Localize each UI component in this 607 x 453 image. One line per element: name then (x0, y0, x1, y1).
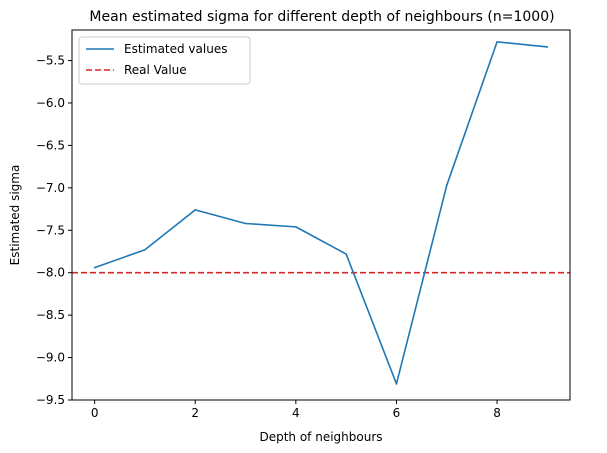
y-tick-label: −8.0 (36, 266, 65, 280)
legend: Estimated values Real Value (78, 36, 251, 85)
legend-box (78, 36, 251, 85)
y-tick-label: −6.5 (36, 138, 65, 152)
data-point (445, 184, 448, 187)
data-point (295, 226, 297, 228)
x-axis-label: Depth of neighbours (259, 430, 382, 444)
chart-title: Mean estimated sigma for different depth… (89, 9, 554, 25)
legend-real-label: Real Value (124, 63, 187, 77)
x-tick-group: 0 2 4 6 8 (91, 400, 501, 420)
y-axis-label: Estimated sigma (8, 165, 22, 266)
y-tick-label: −9.5 (36, 393, 65, 407)
data-point (93, 266, 96, 269)
legend-estimated-label: Estimated values (124, 42, 227, 56)
estimated-values-line (94, 41, 548, 385)
data-point (345, 253, 347, 255)
data-point (144, 248, 146, 251)
data-point (546, 46, 549, 48)
y-tick-label: −6.0 (36, 96, 65, 110)
y-tick-label: −7.5 (36, 223, 65, 237)
data-point (496, 41, 498, 43)
y-tick-label: −8.5 (36, 308, 65, 322)
plot-frame (71, 29, 571, 401)
x-tick-label: 6 (393, 406, 401, 420)
data-point (244, 222, 247, 225)
x-tick-label: 2 (191, 406, 199, 420)
y-tick-group: −9.5 −9.0 −8.5 −8.0 −7.5 −7.0 −6.5 −6.0 −5.5 (36, 54, 72, 407)
plot-area: −9.5 −9.0 −8.5 −8.0 −7.5 −7.0 −6.5 −6.0 −5.5 0 2 4… (36, 29, 571, 420)
data-point (395, 383, 398, 385)
data-points (93, 41, 549, 385)
data-point (194, 209, 197, 211)
y-tick-label: −7.0 (36, 181, 65, 195)
y-tick-label: −9.0 (36, 351, 65, 365)
x-tick-label: 8 (493, 406, 501, 420)
y-tick-label: −5.5 (36, 54, 65, 68)
x-tick-label: 4 (292, 406, 300, 420)
x-tick-label: 0 (91, 406, 99, 420)
